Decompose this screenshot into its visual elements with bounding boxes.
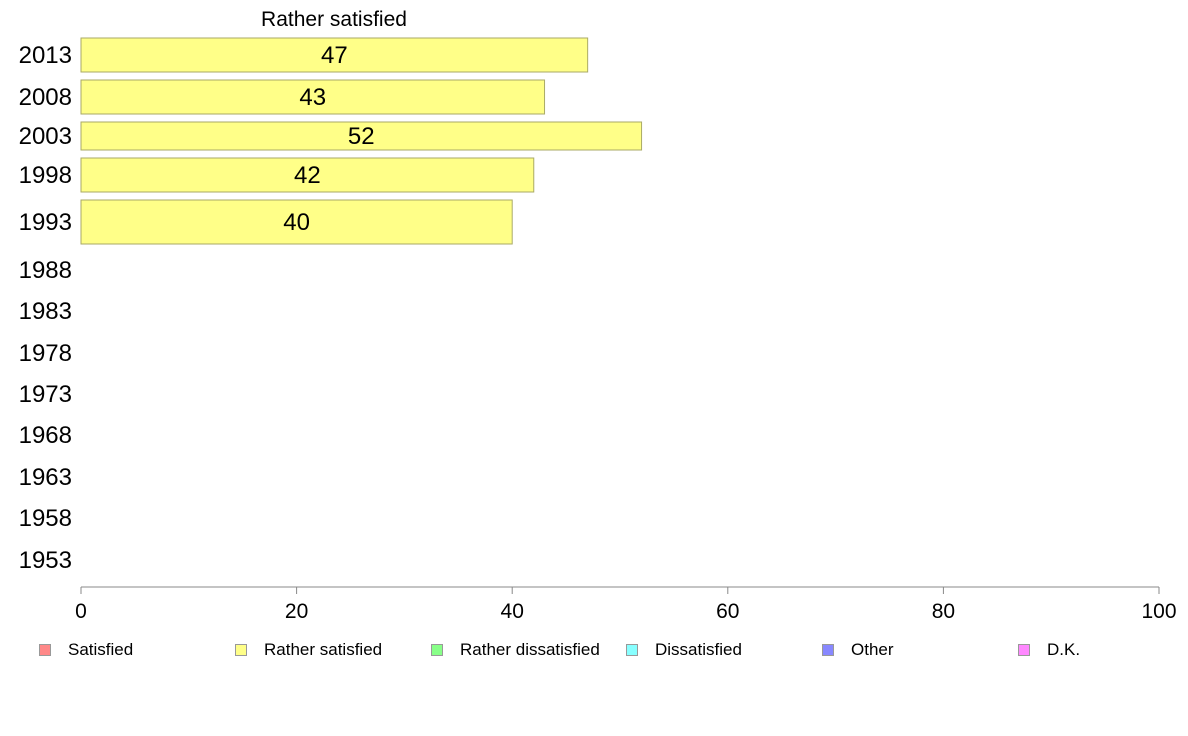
bar-value-label: 47 (321, 42, 348, 69)
y-tick-label: 1988 (19, 257, 72, 284)
bar (80, 121, 643, 151)
y-tick-label: 2003 (19, 123, 72, 150)
legend-label: D.K. (1047, 640, 1081, 659)
x-tick-label: 60 (716, 600, 739, 623)
legend-swatch (1018, 644, 1030, 656)
y-tick-label: 2013 (19, 42, 72, 69)
bar-value-label: 42 (294, 162, 321, 189)
x-tick-label: 0 (75, 600, 87, 623)
bar (80, 157, 535, 193)
y-tick-label: 2008 (19, 84, 72, 111)
bar (80, 199, 513, 245)
chart-title: Rather satisfied (261, 8, 407, 31)
legend: Satisfied Rather satisfied Rather dissat… (0, 636, 1188, 664)
legend-label: Other (851, 640, 894, 659)
x-tick-label: 100 (1141, 600, 1176, 623)
legend-item: Other (822, 636, 894, 664)
bar-value-label: 40 (283, 209, 310, 236)
y-tick-label: 1973 (19, 381, 72, 408)
legend-item: Rather dissatisfied (431, 636, 600, 664)
bar (80, 79, 546, 115)
legend-item: Dissatisfied (626, 636, 742, 664)
y-tick-label: 1963 (19, 464, 72, 491)
y-tick-label: 1953 (19, 547, 72, 574)
x-tick-label: 40 (501, 600, 524, 623)
y-tick-label: 1983 (19, 298, 72, 325)
legend-swatch (822, 644, 834, 656)
legend-item: D.K. (1018, 636, 1080, 664)
legend-label: Satisfied (68, 640, 134, 659)
legend-swatch (235, 644, 247, 656)
bar (80, 37, 589, 73)
legend-item: Rather satisfied (235, 636, 382, 664)
legend-label: Rather satisfied (264, 640, 383, 659)
y-tick-label: 1998 (19, 162, 72, 189)
bar-value-label: 52 (348, 123, 375, 150)
legend-swatch (626, 644, 638, 656)
y-tick-label: 1978 (19, 340, 72, 367)
x-tick-label: 20 (285, 600, 308, 623)
y-tick-label: 1968 (19, 422, 72, 449)
legend-item: Satisfied (39, 636, 133, 664)
legend-label: Dissatisfied (655, 640, 742, 659)
y-tick-label: 1993 (19, 209, 72, 236)
legend-label: Rather dissatisfied (460, 640, 600, 659)
y-tick-label: 1958 (19, 505, 72, 532)
bar-value-label: 43 (299, 84, 326, 111)
legend-swatch (431, 644, 443, 656)
legend-swatch (39, 644, 51, 656)
x-tick-label: 80 (932, 600, 955, 623)
